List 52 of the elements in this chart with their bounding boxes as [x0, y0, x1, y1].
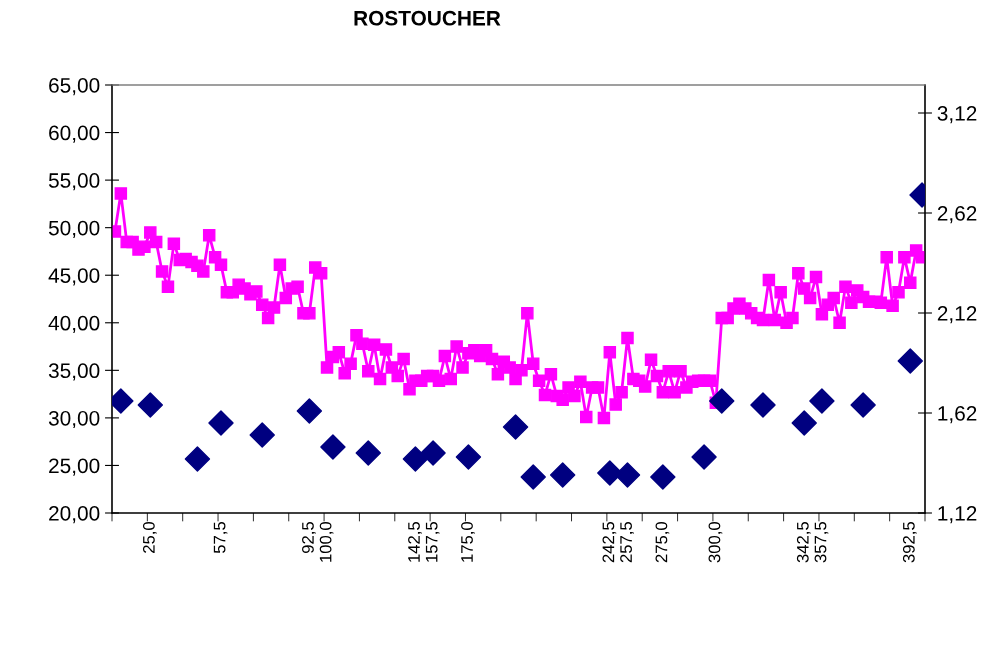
- point: [897, 348, 923, 374]
- y-tick-label: 30,00: [48, 410, 100, 429]
- point: [791, 410, 817, 436]
- point: [691, 444, 717, 470]
- x-tick-label: 257,5: [620, 522, 634, 563]
- point: [709, 388, 735, 414]
- point: [750, 392, 776, 418]
- point: [502, 414, 529, 440]
- point: [184, 446, 211, 472]
- y-tick-label: 20,00: [49, 506, 100, 524]
- x-tick-label: 175,0: [461, 521, 475, 562]
- x-tick-label: 357,5: [814, 522, 829, 563]
- y2-tick-label: 2,62: [937, 206, 977, 224]
- y2-tick-label: 1,12: [938, 506, 977, 524]
- x-tick-label: 342,5: [796, 522, 811, 563]
- x-tick-label: 100,0: [319, 521, 334, 562]
- y2-tick-label: 3,12: [937, 106, 977, 124]
- x-tick-label: 275,0: [655, 521, 670, 563]
- x-tick-label: 392,5: [902, 522, 917, 563]
- point: [455, 444, 482, 470]
- y-tick-label: 50,00: [48, 220, 100, 238]
- y-tick-label: 65,00: [49, 78, 100, 96]
- y2-tick-label: 1,62: [938, 406, 977, 424]
- y-tick-label: 60,00: [49, 125, 100, 143]
- point: [208, 410, 234, 436]
- point: [137, 392, 164, 418]
- x-tick-label: 92,5: [302, 522, 316, 553]
- x-tick-label: 300,0: [708, 521, 723, 563]
- x-tick-label: 57,5: [213, 522, 228, 554]
- chart-title: ROSTOUCHER: [354, 10, 501, 26]
- point: [614, 462, 641, 488]
- y-tick-label: 55,00: [48, 173, 100, 191]
- y-tick-label: 35,00: [48, 363, 100, 381]
- point: [355, 440, 381, 466]
- point: [520, 464, 546, 490]
- point: [650, 464, 676, 490]
- y2-tick-label: 2,12: [937, 306, 977, 324]
- point: [850, 392, 876, 418]
- x-tick-label: 157,5: [425, 522, 440, 562]
- point: [420, 440, 446, 466]
- x-tick-label: 242,5: [602, 522, 617, 563]
- y-tick-label: 25,00: [49, 458, 100, 476]
- point: [809, 388, 835, 414]
- point: [249, 422, 275, 448]
- y-tick-label: 40,00: [48, 315, 100, 333]
- point: [402, 446, 429, 472]
- point: [296, 398, 323, 424]
- x-tick-label: 25,0: [142, 521, 157, 553]
- point: [320, 434, 346, 460]
- x-tick-label: 142,5: [408, 522, 422, 562]
- y-tick-label: 45,00: [48, 268, 100, 286]
- point: [549, 462, 576, 488]
